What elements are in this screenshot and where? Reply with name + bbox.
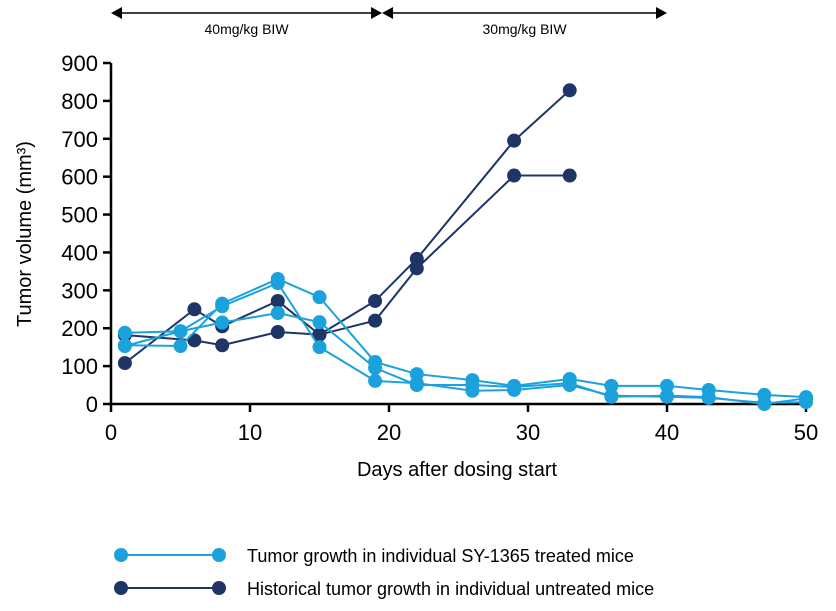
data-point bbox=[409, 261, 424, 276]
x-tick-label: 50 bbox=[794, 420, 818, 445]
data-point bbox=[173, 324, 188, 339]
y-axis-label: Tumor volume (mm³) bbox=[14, 141, 36, 327]
arrow-head-right-icon bbox=[656, 7, 667, 19]
data-point bbox=[604, 378, 619, 393]
data-point bbox=[117, 339, 132, 354]
data-point bbox=[215, 299, 230, 314]
data-point bbox=[312, 327, 327, 342]
data-point bbox=[368, 373, 383, 388]
series-lines bbox=[117, 83, 813, 411]
data-point bbox=[562, 168, 577, 183]
data-point bbox=[117, 356, 132, 371]
data-point bbox=[312, 315, 327, 330]
data-point bbox=[270, 276, 285, 291]
legend-marker bbox=[212, 581, 226, 595]
y-tick-label: 700 bbox=[61, 127, 98, 152]
data-point bbox=[270, 325, 285, 340]
data-point bbox=[368, 293, 383, 308]
data-point bbox=[173, 339, 188, 354]
legend-label: Tumor growth in individual SY-1365 treat… bbox=[247, 546, 634, 566]
data-point bbox=[799, 391, 813, 406]
arrow-head-left-icon bbox=[111, 7, 122, 19]
data-point bbox=[660, 388, 674, 403]
data-point bbox=[187, 302, 202, 317]
x-tick-label: 40 bbox=[655, 420, 679, 445]
dosing-period-label: 30mg/kg BIW bbox=[483, 21, 568, 37]
legend-marker bbox=[114, 581, 128, 595]
data-point bbox=[270, 306, 285, 321]
data-point bbox=[312, 340, 327, 355]
data-point bbox=[117, 325, 132, 340]
y-tick-label: 900 bbox=[61, 51, 98, 76]
data-point bbox=[368, 361, 383, 376]
data-point bbox=[312, 290, 327, 305]
data-point bbox=[270, 293, 285, 308]
data-point bbox=[215, 315, 230, 330]
data-point bbox=[701, 390, 716, 405]
series-line bbox=[124, 174, 570, 347]
legend-label: Historical tumor growth in individual un… bbox=[247, 579, 654, 599]
arrow-head-left-icon bbox=[382, 7, 394, 19]
data-point bbox=[507, 168, 522, 183]
y-tick-label: 800 bbox=[61, 89, 98, 114]
arrow-head-right-icon bbox=[371, 7, 383, 19]
y-tick-label: 0 bbox=[86, 392, 98, 417]
data-point bbox=[507, 379, 522, 394]
data-point bbox=[465, 378, 480, 393]
data-point bbox=[215, 338, 230, 353]
series-line bbox=[124, 89, 571, 364]
y-tick-label: 300 bbox=[61, 278, 98, 303]
x-axis-label: Days after dosing start bbox=[357, 459, 558, 481]
x-tick-label: 0 bbox=[105, 420, 117, 445]
legend-marker bbox=[212, 548, 226, 562]
data-point bbox=[562, 376, 577, 391]
data-point bbox=[604, 389, 619, 404]
y-tick-label: 400 bbox=[61, 240, 98, 265]
data-point bbox=[368, 313, 383, 328]
y-tick-label: 500 bbox=[61, 203, 98, 228]
y-tick-label: 100 bbox=[61, 354, 98, 379]
data-point bbox=[660, 378, 674, 393]
x-tick-label: 20 bbox=[377, 420, 401, 445]
x-tick-label: 10 bbox=[238, 420, 262, 445]
dosing-annotations: 40mg/kg BIW 30mg/kg BIW bbox=[111, 7, 667, 37]
x-tick-label: 30 bbox=[516, 420, 540, 445]
legend: Tumor growth in individual SY-1365 treat… bbox=[114, 546, 654, 599]
y-tick-label: 200 bbox=[61, 316, 98, 341]
data-point bbox=[757, 397, 772, 411]
legend-marker bbox=[114, 548, 128, 562]
data-point bbox=[409, 378, 424, 393]
dosing-period-label: 40mg/kg BIW bbox=[205, 21, 290, 37]
y-tick-label: 600 bbox=[61, 165, 98, 190]
data-point bbox=[507, 133, 522, 148]
data-point bbox=[562, 83, 577, 98]
